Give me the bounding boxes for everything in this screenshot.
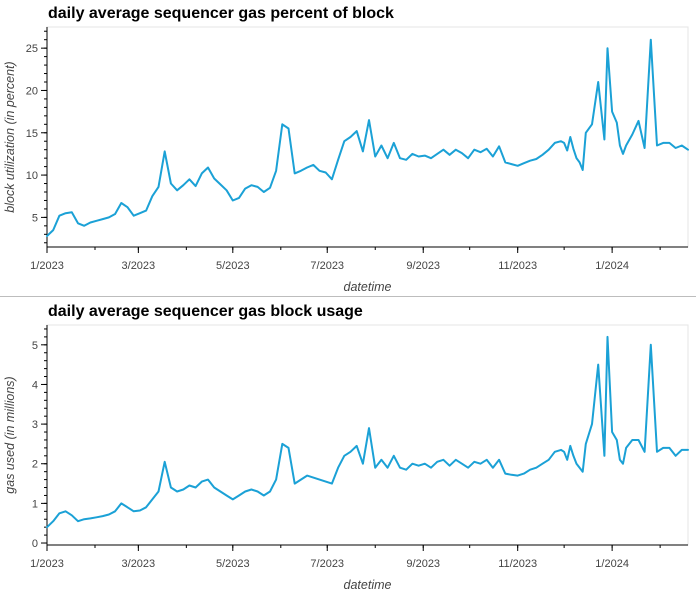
- y-tick-label: 10: [26, 170, 38, 182]
- chart-percent: 5 10 15 20 25 1/2023 3/2023 5/2023 7/2023 9/2023 1…: [3, 26, 689, 294]
- x-tick-label: 3/2023: [122, 558, 156, 570]
- x-tick-label: 1/2023: [30, 558, 64, 570]
- y-axis-label: block utilization (in percent): [3, 61, 17, 212]
- y-tick-label: 15: [26, 128, 38, 140]
- x-tick-label: 5/2023: [216, 558, 250, 570]
- x-tick-label: 9/2023: [406, 260, 440, 272]
- y-axis-label: gas used (in millions): [3, 376, 17, 493]
- plot-frame: [46, 26, 689, 248]
- series-line: [46, 335, 689, 529]
- x-tick-label: 1/2024: [595, 558, 629, 570]
- y-tick-label: 1: [32, 498, 38, 510]
- chart-title: daily average sequencer gas percent of b…: [48, 5, 394, 22]
- y-tick-label: 3: [32, 419, 38, 431]
- x-tick-label: 3/2023: [122, 260, 156, 272]
- x-tick-label: 1/2023: [30, 260, 64, 272]
- series-line: [46, 38, 689, 237]
- y-tick-label: 2: [32, 459, 38, 471]
- y-tick-label: 20: [26, 85, 38, 97]
- panel-divider: [0, 296, 696, 297]
- chart-panel-percent: daily average sequencer gas percent of b…: [0, 0, 696, 296]
- y-tick-label: 25: [26, 43, 38, 55]
- x-axis-label: datetime: [344, 578, 392, 592]
- x-tick-label: 11/2023: [498, 260, 537, 272]
- chart-title: daily average sequencer gas block usage: [48, 303, 363, 320]
- y-tick-label: 0: [32, 538, 38, 550]
- y-tick-label: 4: [32, 379, 38, 391]
- x-tick-label: 11/2023: [498, 558, 537, 570]
- x-tick-label: 1/2024: [595, 260, 629, 272]
- x-tick-label: 7/2023: [310, 558, 344, 570]
- y-tick-label: 5: [32, 212, 38, 224]
- x-tick-label: 5/2023: [216, 260, 250, 272]
- chart-gas: 0 1 2 3 4 5 1/2023 3/2023 5/2023 7/2023 9/2023 11/2…: [3, 324, 689, 592]
- x-axis-label: datetime: [344, 280, 392, 294]
- chart-panel-gas: daily average sequencer gas block usage …: [0, 298, 696, 594]
- x-tick-label: 7/2023: [310, 260, 344, 272]
- x-tick-label: 9/2023: [406, 558, 440, 570]
- y-tick-label: 5: [32, 340, 38, 352]
